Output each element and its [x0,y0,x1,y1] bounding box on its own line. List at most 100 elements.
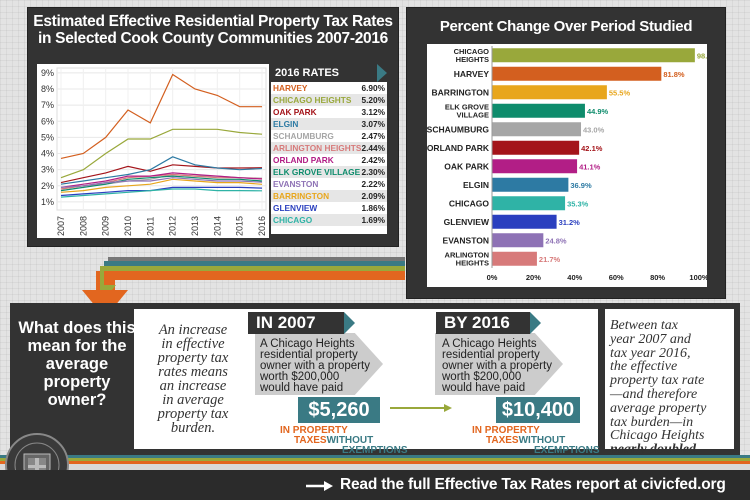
bar-value-label: 42.1% [581,144,603,153]
summary-bold: nearly doubled [610,442,696,458]
series-line-evanston [60,177,263,188]
series-line-chicago-heights [60,128,263,179]
desc-line: A Chicago Heights [442,338,537,350]
rate-value: 2.30% [361,167,385,177]
bar-chart-title: Percent Change Over Period Studied [439,18,693,35]
bar-evanston [492,233,544,248]
x-tick-label: 2008 [78,216,88,236]
y-tick-label: 5% [41,132,54,142]
rate-row: GLENVIEW 1.86% [271,202,387,214]
series-line-oak-park [60,164,263,184]
summary-line: Chicago Heights [610,428,705,444]
title-line-1: Estimated Effective Residential Property… [33,13,393,30]
rate-name: HARVEY [273,83,308,93]
rate-name: ORLAND PARK [273,155,334,165]
by2016-caption-line2: TAXESWITHOUT [472,436,602,446]
series-line-orland-park [60,172,263,188]
bar-category-label: CHICAGO [449,198,490,208]
right-arrow-icon [390,404,452,412]
bar-value-label: 36.9% [570,181,592,190]
bar-category-label: HEIGHTS [456,258,489,267]
rate-name: BARRINGTON [273,191,330,201]
summary-line: year 2007 and [610,331,691,347]
arrow-right-icon [306,481,333,491]
bar-chart: CHICAGOHEIGHTS98.0%HARVEY81.8%BARRINGTON… [427,46,718,282]
desc-line: worth $200,000 [442,371,522,383]
question-box: What does this mean for the average prop… [17,319,137,447]
y-tick-label: 1% [41,197,54,207]
stripe-green [100,266,405,271]
rate-name: CHICAGO HEIGHTS [273,95,352,105]
series-line-glenview [60,186,263,197]
stripe-arrow-decoration [82,257,405,318]
bar-category-label: HARVEY [454,69,490,79]
bar-category-label: CHICAGO [454,47,490,56]
rate-value: 2.22% [361,179,385,189]
series-line-elgin [60,156,263,185]
in2007-arrow [255,333,383,395]
rate-value: 3.07% [361,119,385,129]
rate-row: BARRINGTON 2.09% [271,190,387,202]
x-tick-label: 60% [609,273,624,282]
x-tick-label: 20% [526,273,541,282]
rate-name: EVANSTON [273,179,319,189]
summary-line: nearly doubled. [610,443,730,457]
rate-value: 2.47% [361,131,385,141]
rate-row: HARVEY 6.90% [271,82,387,94]
rate-name: GLENVIEW [273,203,318,213]
increase-line: burden. [170,420,216,436]
bar-category-label: SCHAUMBURG [427,124,489,134]
desc-line: would have paid [260,382,344,394]
rate-value: 3.12% [361,107,385,117]
in2007-amount: $5,260 [298,397,380,423]
in2007-caption-line3: EXEMPTIONS [342,446,410,456]
rate-value: 5.20% [361,95,385,105]
x-tick-label: 80% [650,273,665,282]
increase-line: property tax [157,406,229,422]
bar-glenview [492,214,557,229]
in2007-header-tab [344,312,355,334]
bar-category-label: ARLINGTON [445,250,489,259]
increase-line: an increase [159,378,227,394]
bar-category-label: EVANSTON [443,235,489,245]
bar-value-label: 41.1% [579,162,601,171]
summary-text: Between tax year 2007 and tax year 2016,… [610,319,730,457]
exemptions-text: EXEMPTIONS [342,445,408,456]
in2007-description: A Chicago Heights residential property o… [260,338,370,394]
bar-barrington [492,85,607,100]
rate-row: CHICAGO 1.69% [271,214,387,226]
question-line: property [43,373,111,391]
bar-category-label: VILLAGE [456,110,489,119]
rate-row: CHICAGO HEIGHTS 5.20% [271,94,387,106]
report-link[interactable]: Read the full Effective Tax Rates report… [340,476,726,493]
bar-oak-park [492,159,578,174]
down-arrow-icon [82,271,128,318]
summary-line: tax year 2016, [610,345,691,361]
bar-schaumburg [492,122,582,137]
without-text: WITHOUT [326,435,374,446]
summary-line: property tax rate [610,373,705,389]
bar-value-label: 44.9% [587,107,609,116]
y-tick-label: 4% [41,149,54,159]
taxes-text: TAXES [486,435,519,446]
x-tick-label: 2014 [212,216,222,236]
exemptions-text: EXEMPTIONS [534,445,600,456]
x-tick-label: 2010 [123,216,133,236]
x-tick-label: 2012 [168,216,178,236]
rate-name: ELK GROVE VILLAGE [273,167,361,177]
bar-elgin [492,177,569,192]
desc-line: residential property [260,349,358,361]
title-line-2: in Selected Cook County Communities 2007… [38,30,388,47]
series-line-chicago [60,188,263,198]
desc-line: residential property [442,349,540,361]
desc-line: would have paid [442,382,526,394]
by2016-caption: IN PROPERTY TAXESWITHOUT EXEMPTIONS [472,426,602,456]
question-line: owner? [47,391,107,409]
without-text: WITHOUT [518,435,566,446]
increase-line: in effective [161,336,225,352]
bar-value-label: 31.2% [559,218,581,227]
down-arrow-shadow-icon [100,266,116,290]
stripe-gray [108,257,405,261]
summary-line: Between tax [610,318,679,333]
desc-line: worth $200,000 [260,371,340,383]
